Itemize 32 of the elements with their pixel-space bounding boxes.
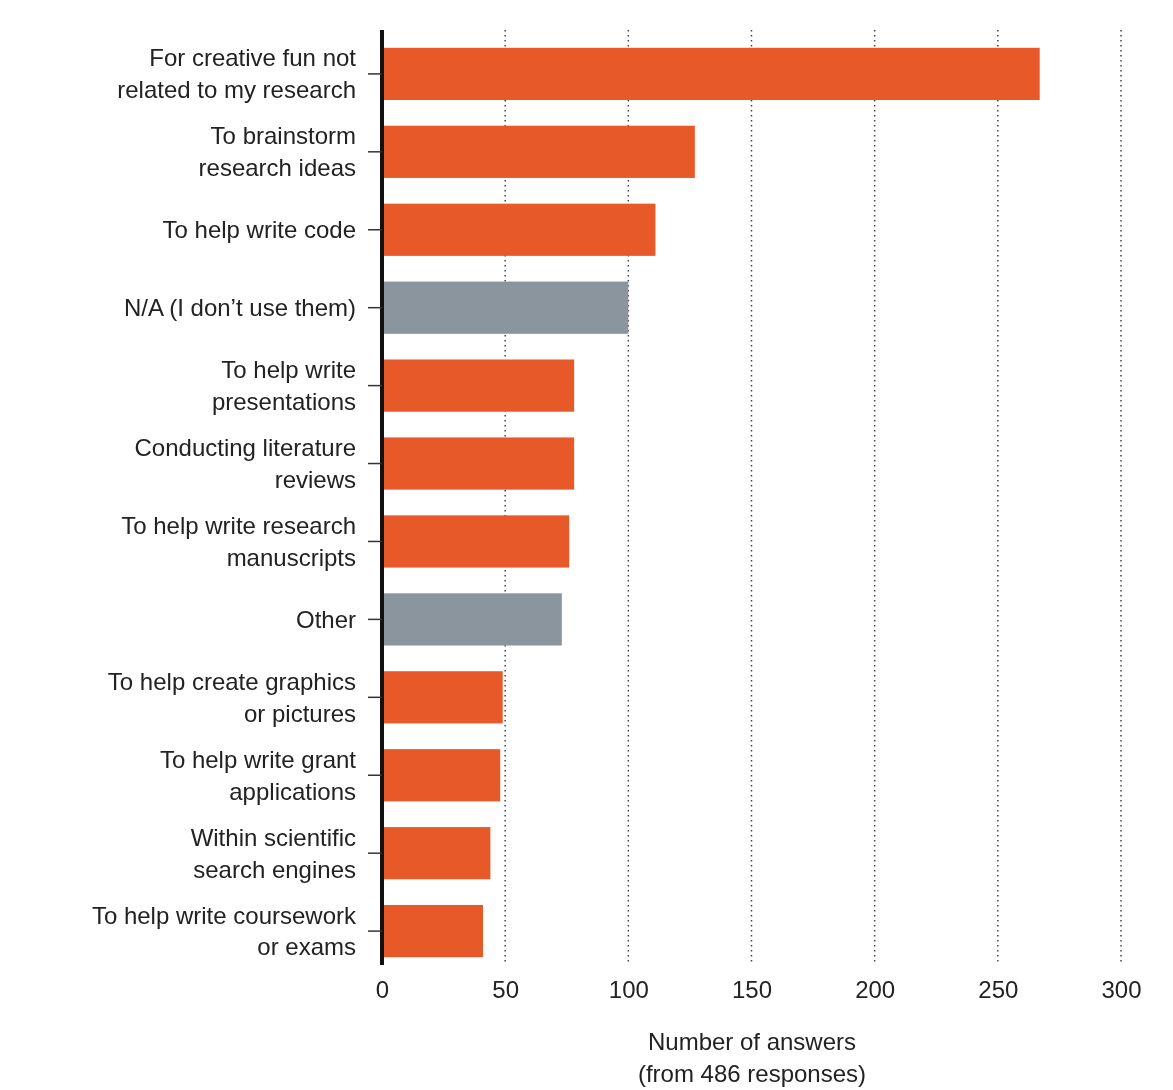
bar: [382, 125, 695, 178]
bar: [382, 671, 503, 724]
bar: [382, 203, 656, 256]
x-tick-label: 300: [1101, 976, 1142, 1004]
x-tick-label: 50: [492, 976, 520, 1004]
bar: [382, 281, 629, 334]
y-tick-label: To help write grant applications: [159, 745, 357, 805]
x-tick-label: 200: [855, 976, 896, 1004]
bar: [382, 593, 562, 646]
x-tick-label: 150: [731, 976, 773, 1004]
x-tick-label: 0: [375, 976, 390, 1004]
x-axis-title: Number of answers (from 486 responses): [637, 1028, 867, 1087]
bar: [382, 515, 570, 568]
bar: [382, 905, 483, 958]
y-tick-label: Conducting literature reviews: [134, 433, 356, 493]
y-tick-label: To help create graphics or pictures: [107, 667, 356, 727]
bar: [382, 359, 575, 412]
y-tick-label: Within scientific search engines: [190, 823, 356, 883]
bar: [382, 437, 575, 490]
y-tick-label: For creative fun not related to my research: [117, 44, 357, 104]
y-tick-label: To brainstorm research ideas: [198, 122, 356, 182]
y-tick-label: N/A (I don’t use them): [123, 294, 356, 322]
bar: [382, 749, 501, 802]
y-tick-label: To help write presentations: [211, 356, 356, 416]
x-tick-label: 100: [608, 976, 649, 1004]
y-tick-label: To help write code: [162, 216, 356, 244]
x-tick-label: 250: [978, 976, 1019, 1004]
y-tick-label: Other: [295, 605, 356, 633]
y-tick-label: To help write research manuscripts: [121, 511, 356, 571]
bar: [382, 47, 1040, 100]
bar: [382, 827, 491, 880]
y-tick-label: To help write coursework or exams: [91, 901, 357, 961]
